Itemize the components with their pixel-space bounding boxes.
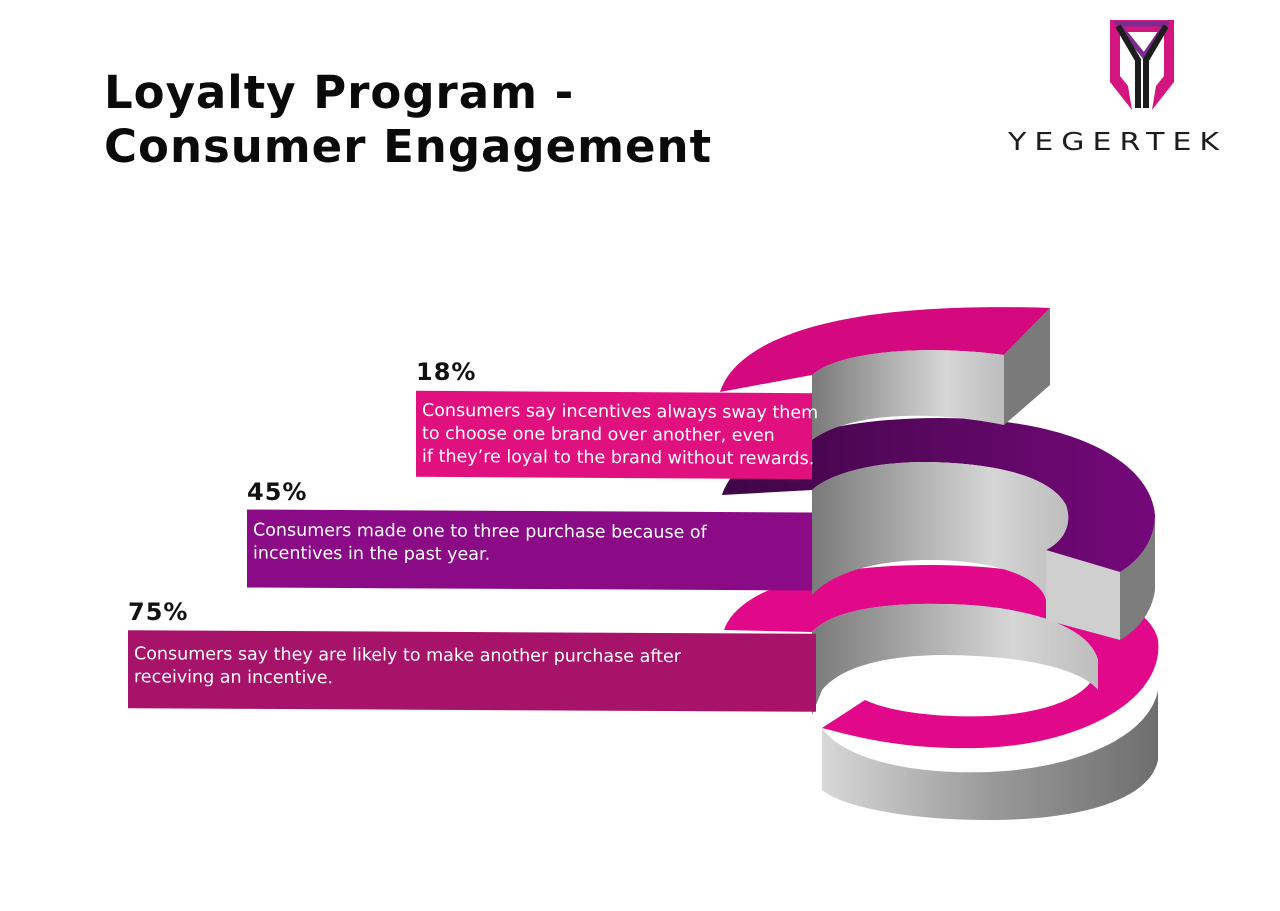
ring-segment-18 bbox=[720, 307, 1050, 440]
title-line-2: Consumer Engagement bbox=[104, 120, 713, 173]
stat-text-18-line-3: if they’re loyal to the brand without re… bbox=[422, 446, 815, 470]
stat-text-45-line-2: incentives in the past year. bbox=[253, 543, 491, 565]
stat-text-18-line-1: Consumers say incentives always sway the… bbox=[422, 400, 819, 424]
stat-percent-45: 45% bbox=[247, 478, 308, 506]
stat-text-75-line-2: receiving an incentive. bbox=[134, 667, 334, 689]
stat-percent-18: 18% bbox=[416, 358, 477, 386]
stat-band-75: Consumers say they are likely to make an… bbox=[128, 630, 816, 712]
yegertek-shield-y-icon bbox=[1110, 20, 1174, 110]
stat-band-45: Consumers made one to three purchase bec… bbox=[247, 509, 812, 591]
stat-band-18: Consumers say incentives always sway the… bbox=[416, 390, 819, 480]
stat-percent-75: 75% bbox=[128, 598, 189, 626]
title-line-1: Loyalty Program - bbox=[104, 66, 575, 119]
stat-text-18-line-2: to choose one brand over another, even bbox=[422, 423, 775, 446]
brand-logo: YEGERTEK bbox=[1008, 16, 1274, 157]
stat-text-45-line-1: Consumers made one to three purchase bec… bbox=[253, 520, 707, 543]
logo-wordmark: YEGERTEK bbox=[1008, 128, 1228, 157]
page-title: Loyalty Program - Consumer Engagement bbox=[104, 66, 712, 174]
ring-segment-45 bbox=[722, 418, 1155, 640]
